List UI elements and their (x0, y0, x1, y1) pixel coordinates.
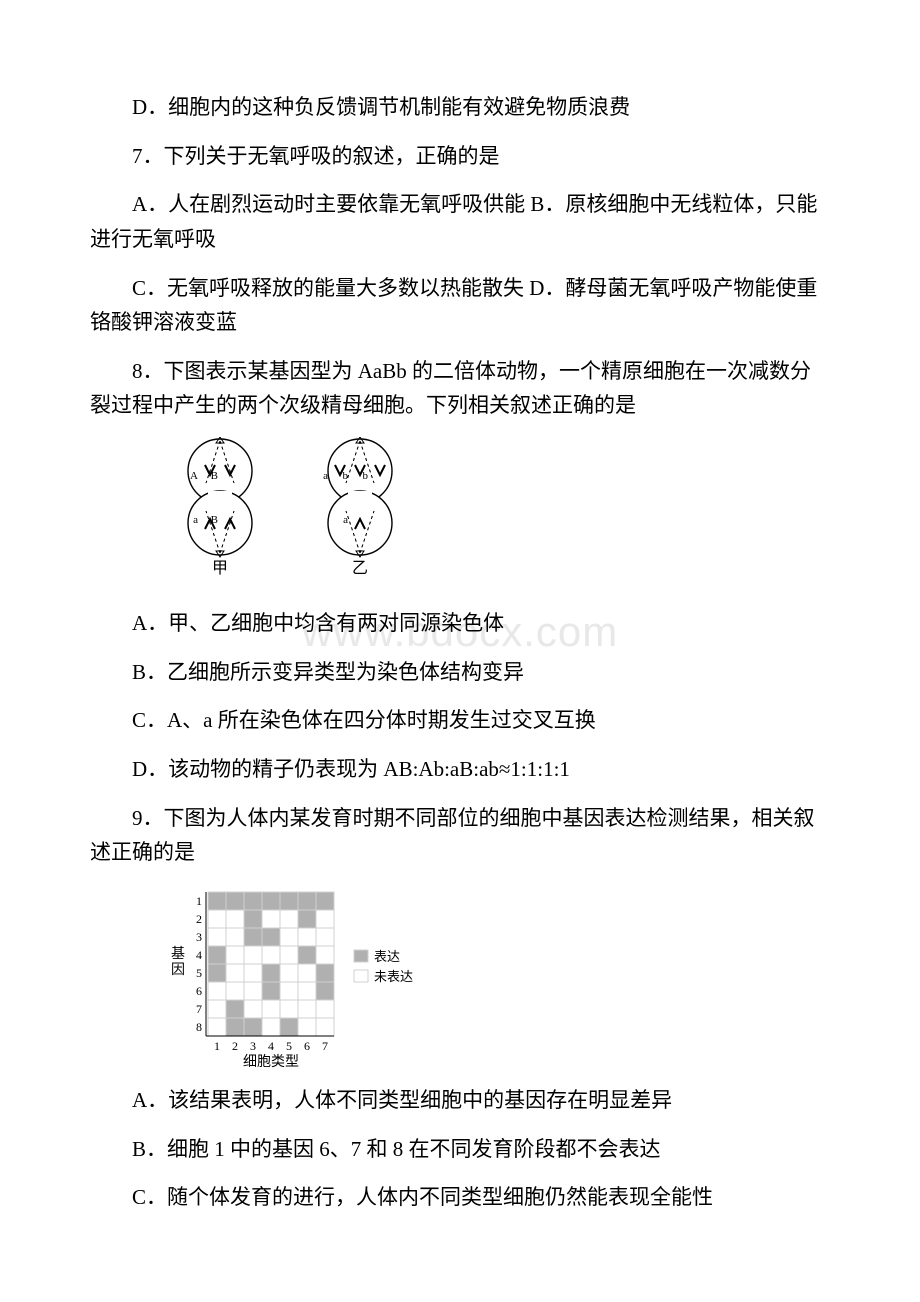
svg-text:7: 7 (196, 1002, 202, 1016)
svg-text:7: 7 (322, 1039, 328, 1053)
svg-text:6: 6 (196, 984, 202, 998)
svg-text:A: A (190, 470, 198, 482)
svg-text:3: 3 (196, 930, 202, 944)
q7-option-cd: C．无氧呼吸释放的能量大多数以热能散失 D．酵母菌无氧呼吸产物能使重铬酸钾溶液变… (90, 271, 830, 340)
svg-text:a: a (323, 470, 328, 482)
svg-text:4: 4 (196, 948, 202, 962)
svg-text:a: a (343, 514, 348, 526)
q7-option-ab: A．人在剧烈运动时主要依靠无氧呼吸供能 B．原核细胞中无线粒体，只能进行无氧呼吸 (90, 187, 830, 256)
svg-text:5: 5 (286, 1039, 292, 1053)
svg-text:5: 5 (196, 966, 202, 980)
q8-option-d: D．该动物的精子仍表现为 AB:Ab:aB:ab≈1:1:1:1 (90, 752, 830, 787)
svg-text:表达: 表达 (374, 949, 400, 964)
q9-stem: 9．下图为人体内某发育时期不同部位的细胞中基因表达检测结果，相关叙述正确的是 (90, 801, 830, 870)
svg-text:2: 2 (196, 912, 202, 926)
svg-text:乙: 乙 (352, 560, 368, 577)
q8-stem: 8．下图表示某基因型为 AaBb 的二倍体动物，一个精原细胞在一次减数分裂过程中… (90, 354, 830, 423)
q8-option-b: B．乙细胞所示变异类型为染色体结构变异 (90, 655, 830, 690)
q9-option-c: C．随个体发育的进行，人体内不同类型细胞仍然能表现全能性 (90, 1180, 830, 1215)
svg-text:b: b (343, 470, 349, 482)
svg-text:未表达: 未表达 (374, 969, 413, 984)
svg-text:3: 3 (250, 1039, 256, 1053)
q7-stem: 7．下列关于无氧呼吸的叙述，正确的是 (90, 139, 830, 174)
svg-text:b: b (363, 470, 369, 482)
svg-text:6: 6 (304, 1039, 310, 1053)
svg-text:因: 因 (171, 963, 185, 978)
svg-text:a: a (193, 514, 198, 526)
q8-option-c: C．A、a 所在染色体在四分体时期发生过交叉互换 (90, 703, 830, 738)
svg-text:8: 8 (196, 1020, 202, 1034)
svg-text:细胞类型: 细胞类型 (243, 1054, 299, 1070)
q9-option-b: B．细胞 1 中的基因 6、7 和 8 在不同发育阶段都不会表达 (90, 1132, 830, 1167)
svg-text:甲: 甲 (212, 560, 228, 577)
svg-text:1: 1 (196, 894, 202, 908)
q8-option-a: A．甲、乙细胞中均含有两对同源染色体 (90, 606, 830, 641)
svg-text:基: 基 (171, 945, 185, 962)
svg-text:4: 4 (268, 1039, 274, 1053)
q8-figure: A Ba B 甲 a b b a 乙 (150, 437, 830, 602)
q9-option-a: A．该结果表明，人体不同类型细胞中的基因存在明显差异 (90, 1083, 830, 1118)
svg-text:B: B (211, 470, 218, 482)
svg-text:2: 2 (232, 1039, 238, 1053)
q9-chart: 123456781234567基因细胞类型表达未表达 (150, 884, 830, 1079)
svg-text:B: B (211, 514, 218, 526)
svg-text:1: 1 (214, 1039, 220, 1053)
q6-option-d: D．细胞内的这种负反馈调节机制能有效避免物质浪费 (90, 90, 830, 125)
